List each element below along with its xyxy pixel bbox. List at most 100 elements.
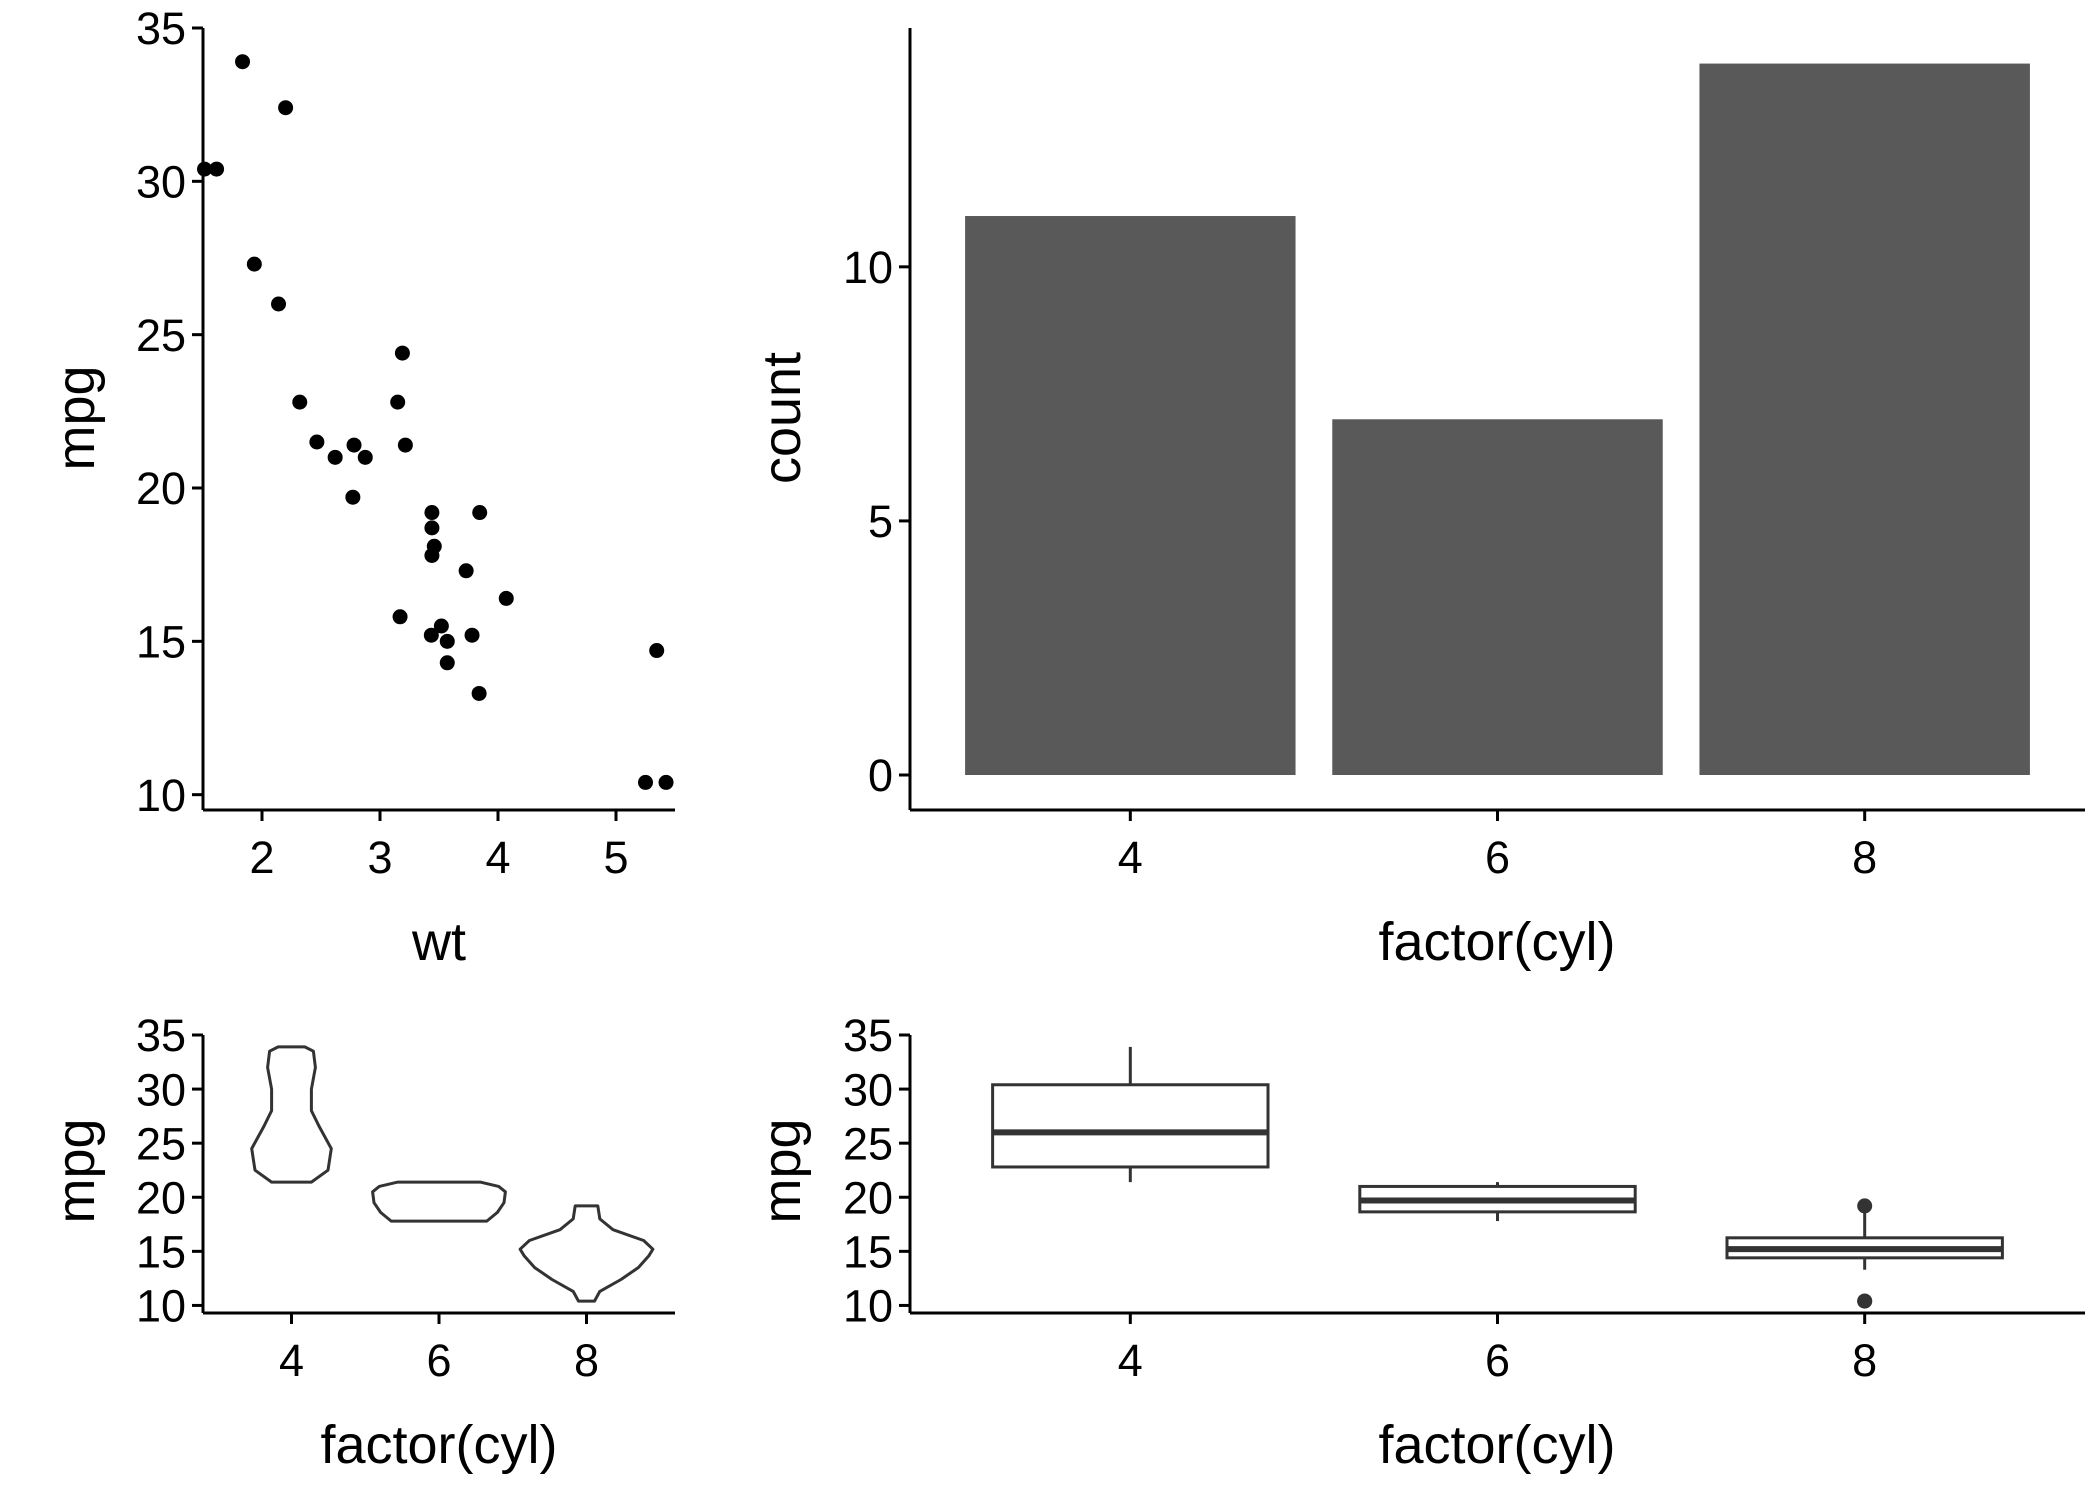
y-tick-label: 35 — [136, 3, 186, 54]
x-tick-label: 4 — [1118, 1335, 1143, 1386]
violin-shape — [518, 1204, 655, 1303]
scatter-point — [390, 394, 406, 410]
x-tick-label: 8 — [1852, 1335, 1877, 1386]
scatter-point — [471, 685, 487, 701]
scatter-x-ticks: 2 3 4 5 — [249, 810, 629, 883]
x-tick-label: 4 — [485, 832, 510, 883]
y-tick-label: 30 — [136, 1064, 186, 1115]
scatter-point — [439, 633, 455, 649]
scatter-point — [309, 434, 325, 450]
scatter-point — [439, 655, 455, 671]
y-tick-label: 20 — [136, 463, 186, 514]
y-tick-label: 20 — [136, 1172, 186, 1223]
violin-series — [250, 1045, 655, 1303]
y-tick-label: 25 — [136, 310, 186, 361]
scatter-point — [638, 774, 653, 790]
x-tick-label: 2 — [249, 832, 274, 883]
boxplot-y-axis-title: mpg — [752, 1118, 812, 1223]
y-tick-label: 10 — [136, 770, 186, 821]
x-tick-label: 6 — [1485, 832, 1510, 883]
y-tick-label: 25 — [136, 1118, 186, 1169]
scatter-point — [357, 449, 373, 465]
scatter-point — [424, 547, 440, 563]
y-tick-label: 30 — [136, 157, 186, 208]
x-tick-label: 3 — [367, 832, 392, 883]
bar-series — [965, 63, 2030, 776]
x-tick-label: 4 — [279, 1335, 304, 1386]
scatter-point — [278, 100, 294, 116]
x-tick-label: 6 — [426, 1335, 451, 1386]
box-iqr — [991, 1083, 1270, 1169]
y-tick-label: 10 — [843, 1281, 893, 1332]
x-tick-label: 6 — [1485, 1335, 1510, 1386]
scatter-point — [271, 296, 287, 312]
y-tick-label: 15 — [136, 1227, 186, 1278]
scatter-point — [424, 520, 440, 536]
bar-x-ticks: 4 6 8 — [1118, 810, 1877, 883]
scatter-point — [649, 643, 665, 659]
scatter-point — [464, 627, 480, 643]
scatter-point — [327, 449, 343, 465]
scatter-point — [197, 161, 213, 177]
y-tick-label: 30 — [843, 1064, 893, 1115]
bar — [1332, 419, 1663, 775]
y-tick-label: 25 — [843, 1118, 893, 1169]
scatter-y-ticks: 10 15 20 25 30 35 — [136, 3, 203, 821]
scatter-point — [472, 505, 488, 521]
scatter-point — [433, 618, 449, 634]
boxplot-series — [991, 1046, 2004, 1309]
scatter-y-axis-title: mpg — [46, 365, 106, 470]
scatter-panel: 10 15 20 25 30 35 2 3 4 5 wt mpg — [46, 3, 675, 972]
x-tick-label: 5 — [603, 832, 628, 883]
bar-y-axis-title: count — [752, 352, 812, 484]
scatter-point — [424, 505, 440, 521]
scatter-point — [392, 609, 408, 625]
scatter-point — [498, 590, 514, 606]
violin-x-axis-title: factor(cyl) — [320, 1415, 557, 1475]
y-tick-label: 5 — [868, 496, 893, 547]
y-tick-label: 0 — [868, 750, 893, 801]
x-tick-label: 8 — [574, 1335, 599, 1386]
x-tick-label: 8 — [1852, 832, 1877, 883]
scatter-point — [292, 394, 308, 410]
violin-y-axis-title: mpg — [46, 1118, 106, 1223]
violin-shape — [371, 1180, 507, 1223]
scatter-point — [394, 345, 410, 361]
scatter-points — [197, 54, 674, 790]
bar — [1699, 63, 2030, 776]
scatter-x-axis-title: wt — [411, 912, 466, 972]
scatter-point — [209, 161, 225, 177]
scatter-point — [658, 774, 674, 790]
y-tick-label: 10 — [843, 242, 893, 293]
y-tick-label: 35 — [136, 1010, 186, 1061]
scatter-point — [246, 256, 262, 272]
y-tick-label: 10 — [136, 1281, 186, 1332]
x-tick-label: 4 — [1118, 832, 1143, 883]
y-tick-label: 15 — [843, 1227, 893, 1278]
scatter-point — [235, 54, 251, 70]
bar-panel: 0 5 10 4 6 8 factor(cyl) count — [752, 28, 2085, 972]
bar — [965, 216, 1296, 776]
scatter-point — [397, 437, 413, 453]
bar-y-ticks: 0 5 10 — [843, 242, 910, 801]
box-8 — [1725, 1198, 2004, 1309]
y-tick-label: 35 — [843, 1010, 893, 1061]
y-tick-label: 20 — [843, 1172, 893, 1223]
violin-shape — [250, 1045, 333, 1184]
boxplot-x-ticks: 4 6 8 — [1118, 1313, 1877, 1386]
bar-x-axis-title: factor(cyl) — [1378, 912, 1615, 972]
scatter-point — [423, 627, 439, 643]
scatter-point — [346, 437, 362, 453]
outlier-point — [1857, 1198, 1873, 1214]
box-6 — [1358, 1182, 1637, 1222]
boxplot-x-axis-title: factor(cyl) — [1378, 1415, 1615, 1475]
outlier-point — [1857, 1293, 1873, 1309]
scatter-point — [345, 489, 361, 505]
box-4 — [991, 1046, 1270, 1183]
scatter-point — [458, 563, 474, 579]
